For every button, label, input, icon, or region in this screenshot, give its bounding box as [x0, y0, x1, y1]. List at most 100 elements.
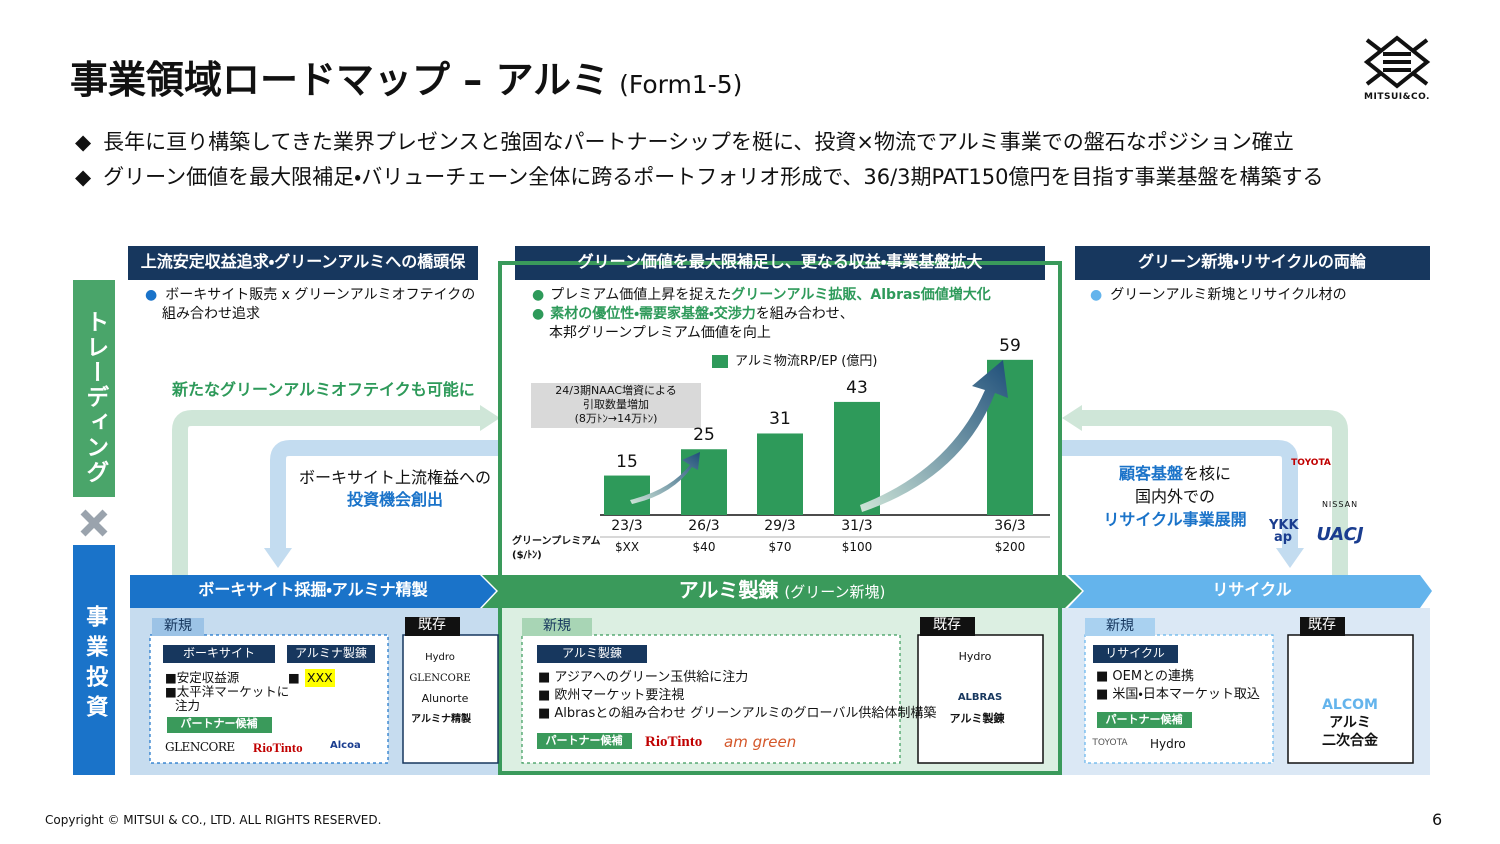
- partner-logo: NISSAN: [1321, 500, 1359, 509]
- phase-note: ● プレミアム価値上昇を捉えたグリーンアルミ拡販、Albras価値増大化: [532, 287, 991, 304]
- value-label: 25: [693, 425, 715, 446]
- existing-item: アルミ製錬: [949, 712, 1005, 725]
- premium-label: $XX: [614, 540, 640, 554]
- group-tag: リサイクル: [1105, 646, 1165, 660]
- value-label: 43: [846, 377, 868, 398]
- cross-icon: [80, 509, 108, 537]
- existing-item: Hydro: [425, 652, 455, 663]
- note-box: [531, 383, 701, 428]
- group-tag: アルミナ製錬: [295, 646, 367, 660]
- note-text: プレミアム価値上昇を捉えた: [550, 287, 732, 303]
- note-text: グリーンアルミ拡販、Albras価値増大化: [731, 287, 991, 303]
- existing-item: Hydro: [958, 650, 992, 663]
- note-text: 本邦グリーンプレミアム価値を向上: [549, 325, 771, 341]
- banner: [482, 575, 1082, 608]
- bullet-mark: ◆: [75, 130, 92, 154]
- legend-swatch: [712, 355, 728, 368]
- group-line: ■ 欧州マーケット要注視: [538, 688, 685, 703]
- category-label: 31/3: [841, 518, 873, 534]
- new-tag: 新規: [1106, 618, 1134, 634]
- flow-emph: 顧客基盤: [1118, 464, 1183, 483]
- bullet-text: グリーン価値を最大限補足・バリューチェーン全体に跨るポートフォリオ形成で、36/…: [103, 165, 1324, 189]
- group-line: ■太平洋マーケットに: [165, 684, 290, 699]
- existing-item: Alunorte: [421, 692, 469, 705]
- banner-text: リサイクル: [1212, 580, 1292, 599]
- dot: ●: [532, 306, 545, 322]
- flow-text: 顧客基盤を核に: [1119, 464, 1231, 483]
- existing-item: 二次合金: [1322, 733, 1378, 749]
- bullet-mark: ◆: [75, 165, 92, 189]
- page-number: 6: [1432, 810, 1443, 829]
- bullet: ◆ 長年に亘り構築してきた業界プレゼンスと強固なパートナーシップを梃に、投資×物流…: [75, 130, 1294, 155]
- note-text: を組み合わせ、: [755, 306, 854, 322]
- group-tag: ボーキサイト: [182, 646, 256, 660]
- flow-text: 国内外での: [1134, 487, 1216, 506]
- note-text: 組み合わせ追求: [162, 306, 260, 322]
- existing-item: ALCOM: [1322, 697, 1378, 713]
- dot: ●: [1090, 287, 1103, 303]
- note-text: グリーンアルミ新塊とリサイクル材の: [1110, 287, 1347, 303]
- arrow-head: [1276, 548, 1304, 568]
- title: 事業領域ロードマップ – アルミ: [70, 58, 610, 102]
- new-tag: 新規: [164, 618, 192, 634]
- group-line: ■ 米国・日本マーケット取込: [1096, 687, 1260, 702]
- tags: [152, 617, 1345, 749]
- partner-logo: RioTinto: [253, 740, 303, 755]
- category-label: 36/3: [994, 518, 1026, 534]
- premium-title: グリーンプレミアム: [512, 536, 601, 547]
- title-row: 事業領域ロードマップ – アルミ (Form1-5): [70, 58, 742, 104]
- dot: ●: [145, 287, 158, 303]
- existing-item: アルミ: [1329, 715, 1371, 731]
- banner: [1068, 575, 1432, 608]
- investment-label: 事業投資: [82, 605, 108, 725]
- phase-heading: グリーン新塊・リサイクルの両輪: [1138, 252, 1366, 271]
- partner-logo: TOYOTA: [1092, 738, 1128, 748]
- premium-label: $70: [768, 540, 792, 554]
- partner-logo: am green: [724, 733, 797, 751]
- category-label: 23/3: [611, 518, 643, 534]
- value-label: 31: [769, 409, 791, 430]
- bar: [757, 433, 803, 515]
- category-label: 26/3: [688, 518, 720, 534]
- flow-text: 新たなグリーンアルミオフテイクも可能に: [172, 380, 475, 399]
- flow-text: ボーキサイト上流権益への: [298, 468, 492, 487]
- premium-label: $40: [692, 540, 716, 554]
- partner-logo: GLENCORE: [165, 740, 235, 754]
- note-text: 素材の優位性・需要家基盤・交渉力: [550, 306, 756, 322]
- note-line: 24/3期NAAC増資による: [555, 384, 677, 397]
- group-line: ■ OEMとの連携: [1096, 669, 1194, 684]
- existing-tag: 既存: [1308, 617, 1336, 633]
- group-tag: アルミ製錬: [562, 646, 622, 660]
- category-label: 29/3: [764, 518, 796, 534]
- group-line: ■: [288, 670, 300, 685]
- note-line: (8万ﾄﾝ→14万ﾄﾝ): [574, 412, 658, 425]
- existing-tag: 既存: [418, 617, 446, 633]
- trend-arrow: [630, 452, 700, 504]
- note-text: ボーキサイト販売 x グリーンアルミオフテイクの: [165, 287, 476, 303]
- new-tag: 新規: [543, 618, 571, 634]
- value-label: 15: [616, 451, 638, 472]
- banner-sub: (グリーン新塊): [784, 583, 886, 601]
- banner-main: アルミ製錬: [678, 578, 779, 602]
- bar: [834, 401, 880, 515]
- group-line: XXX: [307, 670, 333, 685]
- phase-note: ● グリーンアルミ新塊とリサイクル材の: [1090, 287, 1347, 304]
- premium-label: $200: [994, 540, 1026, 554]
- partner-logo: UACJ: [1316, 524, 1364, 545]
- heading-box: [1075, 246, 1430, 280]
- partner-logo: RioTinto: [645, 734, 703, 750]
- form-label: (Form1-5): [619, 70, 743, 99]
- phase-note: 本邦グリーンプレミアム価値を向上: [549, 325, 771, 342]
- banner-text: アルミ製錬 (グリーン新塊): [679, 578, 886, 602]
- flow-arrows: [172, 410, 1348, 575]
- phase-note: ● ボーキサイト販売 x グリーンアルミオフテイクの: [145, 287, 475, 304]
- partner-tag: パートナー候補: [1105, 713, 1183, 726]
- heading-box: [128, 246, 478, 280]
- flow-text: 投資機会創出: [346, 490, 444, 509]
- trading-box: [73, 280, 115, 497]
- phase-note: ● 素材の優位性・需要家基盤・交渉力を組み合わせ、: [532, 306, 854, 323]
- bullet: ◆ グリーン価値を最大限補足・バリューチェーン全体に跨るポートフォリオ形成で、36…: [75, 165, 1323, 190]
- bar: [604, 475, 650, 515]
- legend-label: アルミ物流RP/EP (億円): [735, 354, 878, 369]
